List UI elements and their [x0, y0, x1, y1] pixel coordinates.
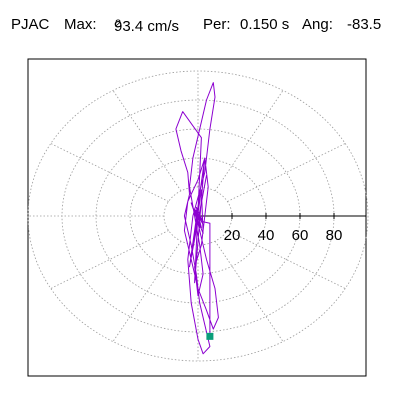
radial-tick-labels: 20 40 60 80: [224, 213, 343, 244]
grid-spoke-240: [112, 240, 182, 342]
station-code: PJAC: [11, 16, 50, 33]
end-marker: [206, 332, 214, 340]
header: PJAC Max: 93.4 cm/s 2 Per: 0.150 s Ang: -…: [0, 14, 400, 38]
max-unit-superscript: 2: [115, 18, 122, 30]
period-value: 0.150 s: [240, 16, 290, 33]
radial-tick-label-80: 80: [326, 227, 343, 244]
period-label: Per:: [203, 16, 231, 33]
grid-spoke-150: [50, 143, 169, 202]
motion-trace: [175, 82, 219, 355]
grid-spoke-330: [227, 230, 346, 289]
grid-spoke-300: [214, 240, 284, 342]
radial-tick-label-60: 60: [292, 227, 309, 244]
radial-tick-label-40: 40: [258, 227, 275, 244]
grid-spoke-120: [112, 90, 182, 192]
grid-spoke-210: [50, 230, 169, 289]
angle-label: Ang:: [302, 16, 333, 33]
angular-grid-spokes: [28, 71, 346, 361]
radial-tick-label-20: 20: [224, 227, 241, 244]
angle-value: -83.5: [347, 16, 382, 33]
max-value-text: 93.4 cm/s: [114, 18, 180, 35]
max-label: Max:: [64, 16, 97, 33]
grid-spoke-60: [214, 90, 284, 192]
grid-spoke-30: [227, 143, 346, 202]
